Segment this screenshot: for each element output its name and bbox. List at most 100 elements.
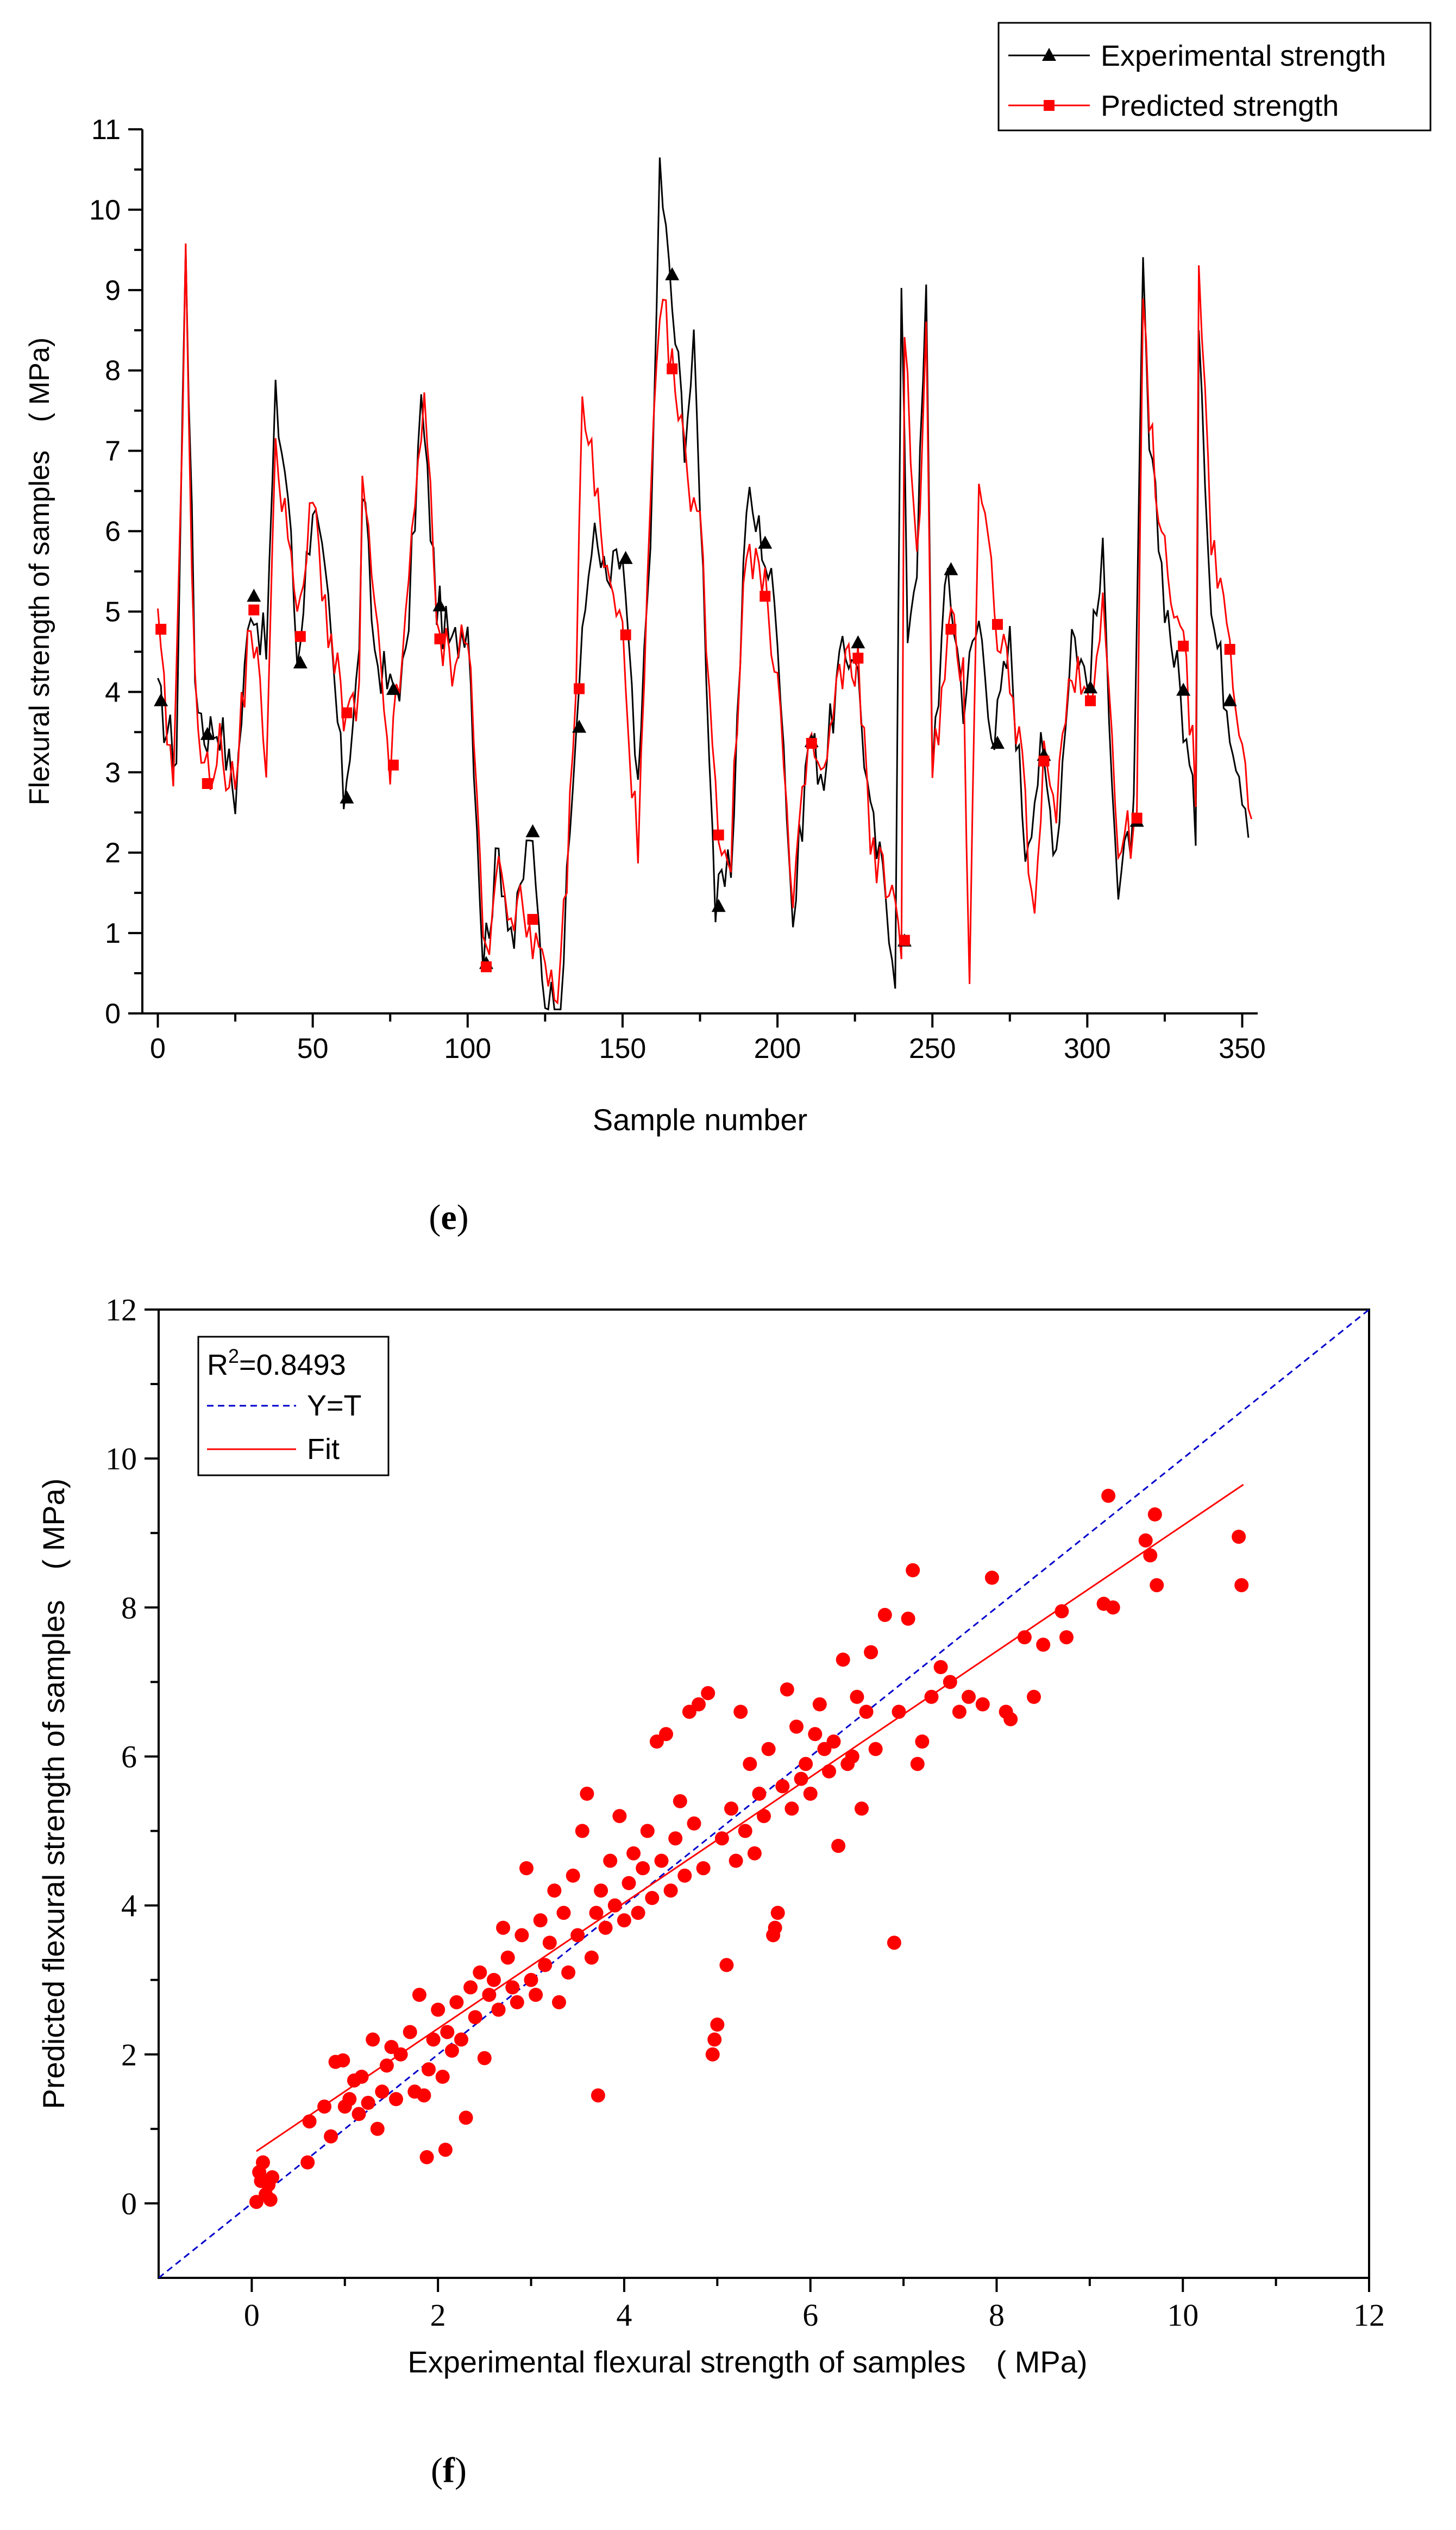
- x-axis-label: Sample number: [593, 1103, 807, 1137]
- scatter-point: [701, 1686, 716, 1700]
- experimental-triangle-marker: [758, 535, 773, 549]
- scatter-point: [1003, 1712, 1018, 1726]
- scatter-point: [952, 1705, 967, 1719]
- scatter-point: [984, 1570, 999, 1585]
- scatter-point: [1106, 1600, 1120, 1615]
- predicted-square-marker: [620, 629, 631, 641]
- y-tick-label: 8: [121, 1590, 137, 1625]
- scatter-point: [887, 1936, 901, 1950]
- y-tick-label: 5: [105, 596, 121, 628]
- panel-label-letter: e: [441, 1198, 456, 1237]
- experimental-triangle-marker: [990, 736, 1005, 749]
- r-squared-exponent: 2: [228, 1345, 239, 1367]
- scatter-point: [668, 1831, 683, 1846]
- predicted-square-marker: [574, 683, 585, 694]
- y-tick-label: 12: [105, 1292, 137, 1327]
- scatter-point: [770, 1906, 785, 1920]
- scatter-point: [468, 2010, 482, 2025]
- scatter-point: [617, 1913, 631, 1927]
- x-tick-label: 150: [599, 1033, 647, 1064]
- legend-label: Fit: [307, 1433, 340, 1466]
- scatter-point: [636, 1861, 650, 1876]
- x-tick-label: 10: [1167, 2297, 1198, 2333]
- predicted-square-marker: [481, 961, 492, 973]
- scatter-point: [510, 1995, 524, 2009]
- x-tick-label: 8: [989, 2297, 1005, 2333]
- scatter-point: [422, 2062, 436, 2077]
- experimental-triangle-marker: [247, 588, 261, 602]
- predicted-square-marker: [155, 623, 167, 635]
- predicted-square-marker: [387, 759, 399, 771]
- predicted-square-marker: [248, 604, 260, 616]
- scatter-point: [850, 1689, 864, 1704]
- experimental-triangle-marker: [851, 635, 865, 649]
- scatter-point: [640, 1824, 655, 1838]
- y-tick-label: 2: [121, 2037, 137, 2072]
- predicted-square-marker: [945, 623, 957, 635]
- predicted-square-marker: [1131, 812, 1143, 824]
- scatter-point: [831, 1839, 846, 1853]
- x-tick-label: 0: [150, 1033, 166, 1064]
- scatter-point: [859, 1705, 874, 1719]
- scatter-point: [607, 1898, 622, 1913]
- scatter-point: [603, 1853, 618, 1868]
- plot-frame: [158, 1308, 1370, 2279]
- scatter-point: [561, 1965, 576, 1980]
- scatter-point: [1143, 1548, 1158, 1563]
- experimental-triangle-marker: [340, 790, 354, 804]
- scatter-point: [677, 1868, 692, 1883]
- scatter-point: [868, 1742, 883, 1756]
- predicted-square-marker: [852, 653, 864, 664]
- scatter-point: [440, 2025, 455, 2039]
- scatter-point: [808, 1727, 823, 1742]
- y-tick-label: 11: [91, 114, 121, 146]
- legend-box: [997, 22, 1432, 131]
- legend-square-marker: [1044, 100, 1055, 111]
- scatter-point: [812, 1697, 827, 1712]
- x-tick-label: 250: [909, 1033, 956, 1064]
- y-tick-label: 4: [105, 677, 121, 708]
- scatter-point: [910, 1757, 925, 1771]
- scatter-point: [743, 1757, 757, 1771]
- scatter-chart-panel-f: 0 2 4 6 8 10 12 0 2 4 6 8 10 12 Experimental flexural …: [36, 1292, 1385, 2490]
- scatter-point: [589, 1906, 604, 1920]
- scatter-point: [417, 2088, 431, 2103]
- scatter-point: [729, 1853, 743, 1868]
- scatter-point: [705, 2047, 720, 2062]
- y-tick-label: 4: [121, 1888, 137, 1924]
- scatter-point: [352, 2107, 366, 2121]
- scatter-point: [1027, 1689, 1041, 1704]
- scatter-point: [826, 1734, 841, 1749]
- scatter-point: [354, 2069, 369, 2084]
- scatter-point: [580, 1787, 594, 1801]
- scatter-point: [375, 2084, 390, 2099]
- panel-label-letter: f: [443, 2451, 455, 2490]
- scatter-point: [738, 1824, 752, 1838]
- scatter-point: [538, 1958, 553, 1972]
- experimental-triangle-marker: [432, 598, 447, 612]
- predicted-square-marker: [1178, 641, 1189, 652]
- scatter-point: [300, 2155, 315, 2170]
- scatter-point: [785, 1801, 799, 1816]
- scatter-point: [566, 1868, 580, 1883]
- scatter-point: [1138, 1533, 1153, 1548]
- scatter-point: [533, 1913, 548, 1927]
- experimental-triangle-marker: [1222, 693, 1237, 706]
- scatter-point: [594, 1883, 608, 1898]
- x-tick-label: 12: [1353, 2297, 1385, 2333]
- x-tick-label: 200: [754, 1033, 801, 1064]
- y-tick-label: 0: [105, 998, 121, 1030]
- experimental-triangle-marker: [525, 824, 540, 837]
- scatter-point: [1036, 1637, 1051, 1652]
- panel-label-f: (f): [431, 2451, 467, 2490]
- scatter-point: [845, 1749, 859, 1764]
- scatter-point: [733, 1705, 748, 1719]
- experimental-triangle-marker: [665, 267, 680, 280]
- scatter-point: [496, 1920, 511, 1935]
- scatter-point: [449, 1995, 464, 2009]
- scatter-point: [663, 1883, 678, 1898]
- scatter-point: [552, 1995, 566, 2009]
- x-tick-label: 6: [802, 2297, 818, 2333]
- scatter-point: [265, 2170, 280, 2184]
